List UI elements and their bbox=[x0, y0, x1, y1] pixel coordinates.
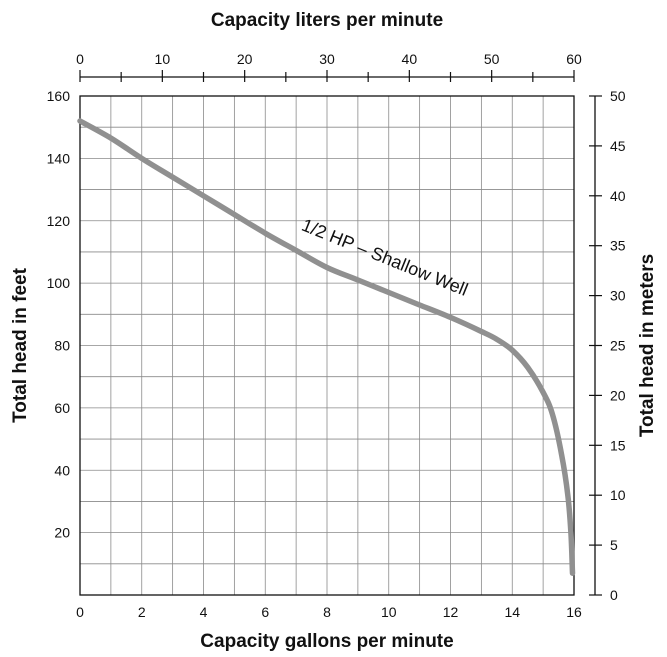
y-axis-title-right: Total head in meters bbox=[637, 254, 658, 437]
top-tick-label: 20 bbox=[237, 51, 253, 67]
x-tick-label: 10 bbox=[381, 604, 397, 620]
top-tick-label: 0 bbox=[76, 51, 84, 67]
right-tick-label: 35 bbox=[610, 238, 626, 254]
x-axis-title: Capacity gallons per minute bbox=[200, 631, 453, 652]
x-tick-label: 0 bbox=[76, 604, 84, 620]
y-tick-label-left: 40 bbox=[54, 462, 70, 478]
y-tick-label-left: 60 bbox=[54, 400, 70, 416]
x-tick-label: 6 bbox=[261, 604, 269, 620]
right-tick-label: 40 bbox=[610, 188, 626, 204]
right-tick-label: 15 bbox=[610, 437, 626, 453]
right-tick-label: 50 bbox=[610, 88, 626, 104]
top-axis-title: Capacity liters per minute bbox=[211, 10, 443, 31]
x-tick-label: 16 bbox=[566, 604, 582, 620]
series-layer bbox=[77, 118, 576, 576]
x-tick-label: 4 bbox=[200, 604, 208, 620]
top-tick-label: 10 bbox=[155, 51, 171, 67]
x-tick-label: 14 bbox=[504, 604, 520, 620]
right-tick-label: 5 bbox=[610, 537, 618, 553]
right-tick-label: 30 bbox=[610, 288, 626, 304]
right-tick-label: 45 bbox=[610, 138, 626, 154]
x-tick-label: 12 bbox=[443, 604, 459, 620]
top-tick-label: 40 bbox=[402, 51, 418, 67]
right-tick-label: 20 bbox=[610, 387, 626, 403]
grid-lines bbox=[80, 96, 574, 595]
y-tick-label-left: 80 bbox=[54, 338, 70, 354]
x-tick-label: 2 bbox=[138, 604, 146, 620]
y-tick-label-left: 20 bbox=[54, 525, 70, 541]
top-tick-label: 60 bbox=[566, 51, 582, 67]
curve-annotation: 1/2 HP – Shallow Well bbox=[299, 215, 471, 300]
y-tick-label-left: 160 bbox=[47, 88, 71, 104]
right-tick-label: 0 bbox=[610, 587, 618, 603]
y-tick-label-left: 140 bbox=[47, 150, 71, 166]
y-axis-title-left: Total head in feet bbox=[10, 267, 31, 423]
top-tick-label: 30 bbox=[319, 51, 335, 67]
plot-frame bbox=[79, 95, 575, 596]
right-tick-label: 10 bbox=[610, 487, 626, 503]
right-tick-label: 25 bbox=[610, 338, 626, 354]
y-tick-label-left: 100 bbox=[47, 275, 71, 291]
series-line bbox=[77, 118, 576, 576]
top-tick-label: 50 bbox=[484, 51, 500, 67]
y-tick-label-left: 120 bbox=[47, 213, 71, 229]
x-tick-label: 8 bbox=[323, 604, 331, 620]
